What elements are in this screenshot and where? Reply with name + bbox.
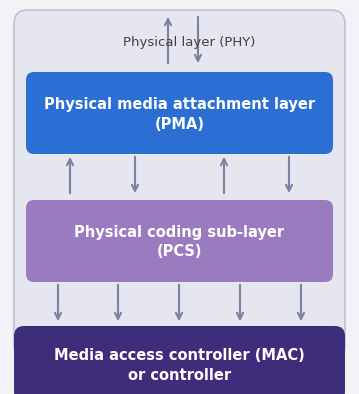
Text: Physical layer (PHY): Physical layer (PHY): [123, 35, 256, 48]
FancyBboxPatch shape: [26, 72, 333, 154]
Text: Physical coding sub-layer: Physical coding sub-layer: [74, 225, 285, 240]
Text: (PCS): (PCS): [157, 245, 202, 260]
FancyBboxPatch shape: [26, 200, 333, 282]
Text: Media access controller (MAC): Media access controller (MAC): [54, 348, 305, 362]
Text: Physical media attachment layer: Physical media attachment layer: [44, 97, 315, 112]
FancyBboxPatch shape: [14, 326, 345, 394]
Text: or controller: or controller: [128, 368, 231, 383]
Text: (PMA): (PMA): [154, 117, 205, 132]
FancyBboxPatch shape: [14, 10, 345, 360]
